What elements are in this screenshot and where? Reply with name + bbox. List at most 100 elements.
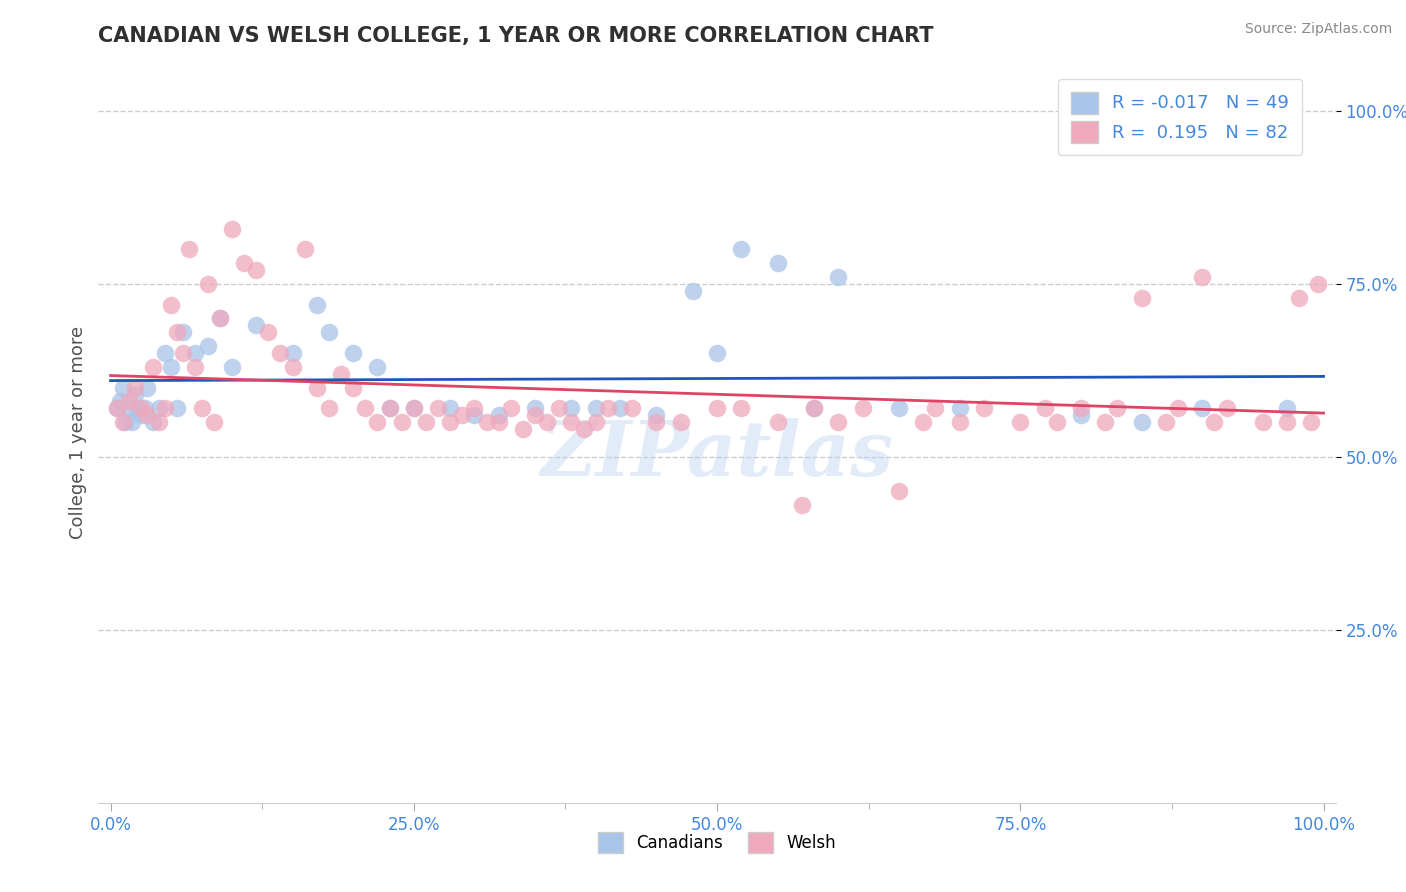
Point bbox=[790, 498, 813, 512]
Point bbox=[245, 318, 267, 333]
Point bbox=[190, 401, 212, 416]
Point bbox=[1191, 401, 1213, 416]
Point bbox=[281, 359, 304, 374]
Point bbox=[585, 401, 607, 416]
Text: ZIPatlas: ZIPatlas bbox=[540, 417, 894, 491]
Point bbox=[305, 297, 328, 311]
Point bbox=[378, 401, 401, 416]
Point bbox=[142, 415, 165, 429]
Point bbox=[233, 256, 256, 270]
Point bbox=[166, 401, 188, 416]
Point bbox=[706, 346, 728, 360]
Point bbox=[560, 401, 582, 416]
Point bbox=[305, 381, 328, 395]
Point bbox=[121, 415, 143, 429]
Point bbox=[391, 415, 413, 429]
Point bbox=[887, 401, 910, 416]
Point bbox=[110, 394, 132, 409]
Point bbox=[766, 415, 789, 429]
Point bbox=[463, 409, 485, 423]
Point bbox=[184, 359, 207, 374]
Point bbox=[257, 326, 280, 340]
Point bbox=[124, 381, 146, 395]
Point bbox=[524, 409, 547, 423]
Point bbox=[1010, 415, 1032, 429]
Point bbox=[1301, 415, 1323, 429]
Point bbox=[402, 401, 425, 416]
Point bbox=[560, 415, 582, 429]
Point bbox=[160, 359, 183, 374]
Point bbox=[536, 415, 558, 429]
Point bbox=[1154, 415, 1177, 429]
Point bbox=[111, 381, 134, 395]
Point bbox=[136, 409, 159, 423]
Point bbox=[488, 415, 510, 429]
Point bbox=[1130, 291, 1153, 305]
Point bbox=[318, 401, 340, 416]
Point bbox=[172, 326, 194, 340]
Point bbox=[427, 401, 450, 416]
Point bbox=[912, 415, 935, 429]
Point bbox=[221, 221, 243, 235]
Point bbox=[949, 401, 972, 416]
Point bbox=[166, 326, 188, 340]
Point bbox=[1070, 409, 1092, 423]
Point bbox=[148, 415, 170, 429]
Point bbox=[269, 346, 291, 360]
Point bbox=[124, 387, 146, 401]
Point bbox=[973, 401, 995, 416]
Point bbox=[342, 346, 364, 360]
Point bbox=[475, 415, 498, 429]
Point bbox=[887, 484, 910, 499]
Point bbox=[1275, 401, 1298, 416]
Point bbox=[827, 269, 849, 284]
Point bbox=[682, 284, 704, 298]
Point bbox=[153, 346, 176, 360]
Point bbox=[1033, 401, 1056, 416]
Point bbox=[609, 401, 631, 416]
Text: CANADIAN VS WELSH COLLEGE, 1 YEAR OR MORE CORRELATION CHART: CANADIAN VS WELSH COLLEGE, 1 YEAR OR MOR… bbox=[98, 26, 934, 45]
Point bbox=[924, 401, 946, 416]
Point bbox=[1046, 415, 1069, 429]
Point bbox=[330, 367, 353, 381]
Point bbox=[451, 409, 474, 423]
Y-axis label: College, 1 year or more: College, 1 year or more bbox=[69, 326, 87, 539]
Point bbox=[148, 401, 170, 416]
Point bbox=[1251, 415, 1274, 429]
Point bbox=[1070, 401, 1092, 416]
Point bbox=[129, 409, 152, 423]
Point bbox=[142, 359, 165, 374]
Point bbox=[415, 415, 437, 429]
Point bbox=[221, 359, 243, 374]
Point bbox=[184, 346, 207, 360]
Point bbox=[706, 401, 728, 416]
Point bbox=[1191, 269, 1213, 284]
Point bbox=[202, 415, 225, 429]
Legend: Canadians, Welsh: Canadians, Welsh bbox=[589, 824, 845, 861]
Point bbox=[105, 401, 128, 416]
Point bbox=[366, 415, 388, 429]
Point bbox=[111, 415, 134, 429]
Point bbox=[179, 242, 201, 256]
Point bbox=[294, 242, 316, 256]
Point bbox=[208, 311, 231, 326]
Point bbox=[499, 401, 522, 416]
Point bbox=[572, 422, 595, 436]
Point bbox=[585, 415, 607, 429]
Point bbox=[1275, 415, 1298, 429]
Point bbox=[354, 401, 377, 416]
Point bbox=[1130, 415, 1153, 429]
Point bbox=[208, 311, 231, 326]
Point bbox=[318, 326, 340, 340]
Point bbox=[127, 401, 149, 416]
Point bbox=[197, 277, 219, 291]
Point bbox=[160, 297, 183, 311]
Text: Source: ZipAtlas.com: Source: ZipAtlas.com bbox=[1244, 22, 1392, 37]
Point bbox=[129, 401, 152, 416]
Point bbox=[463, 401, 485, 416]
Point bbox=[596, 401, 619, 416]
Point bbox=[1288, 291, 1310, 305]
Point bbox=[512, 422, 534, 436]
Point bbox=[197, 339, 219, 353]
Point bbox=[645, 415, 668, 429]
